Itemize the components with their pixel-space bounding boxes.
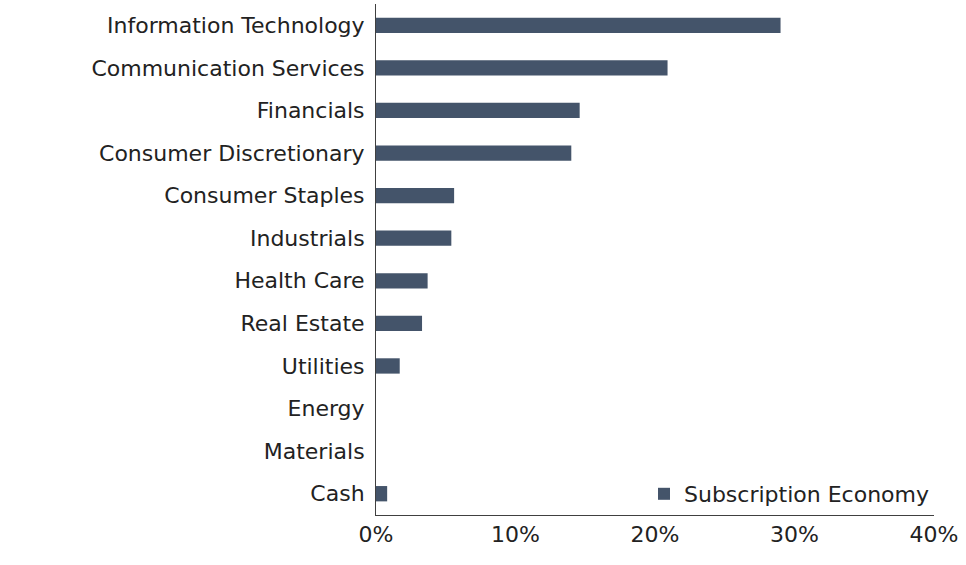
svg-text:Utilities: Utilities	[282, 354, 365, 379]
svg-text:Health Care: Health Care	[234, 268, 364, 293]
svg-text:40%: 40%	[910, 522, 959, 547]
svg-text:Communication Services: Communication Services	[91, 56, 364, 81]
svg-text:Cash: Cash	[310, 481, 364, 506]
svg-text:Energy: Energy	[288, 396, 365, 421]
svg-text:0%: 0%	[359, 522, 394, 547]
svg-text:Consumer Staples: Consumer Staples	[164, 183, 364, 208]
svg-text:30%: 30%	[770, 522, 819, 547]
svg-text:Real Estate: Real Estate	[241, 311, 365, 336]
svg-text:Industrials: Industrials	[250, 226, 365, 251]
svg-text:Subscription Economy: Subscription Economy	[684, 482, 929, 507]
svg-text:Financials: Financials	[257, 98, 365, 123]
svg-text:Consumer Discretionary: Consumer Discretionary	[99, 141, 365, 166]
svg-text:Materials: Materials	[264, 439, 365, 464]
svg-text:10%: 10%	[491, 522, 540, 547]
svg-text:20%: 20%	[631, 522, 680, 547]
svg-text:Information Technology: Information Technology	[107, 13, 365, 38]
